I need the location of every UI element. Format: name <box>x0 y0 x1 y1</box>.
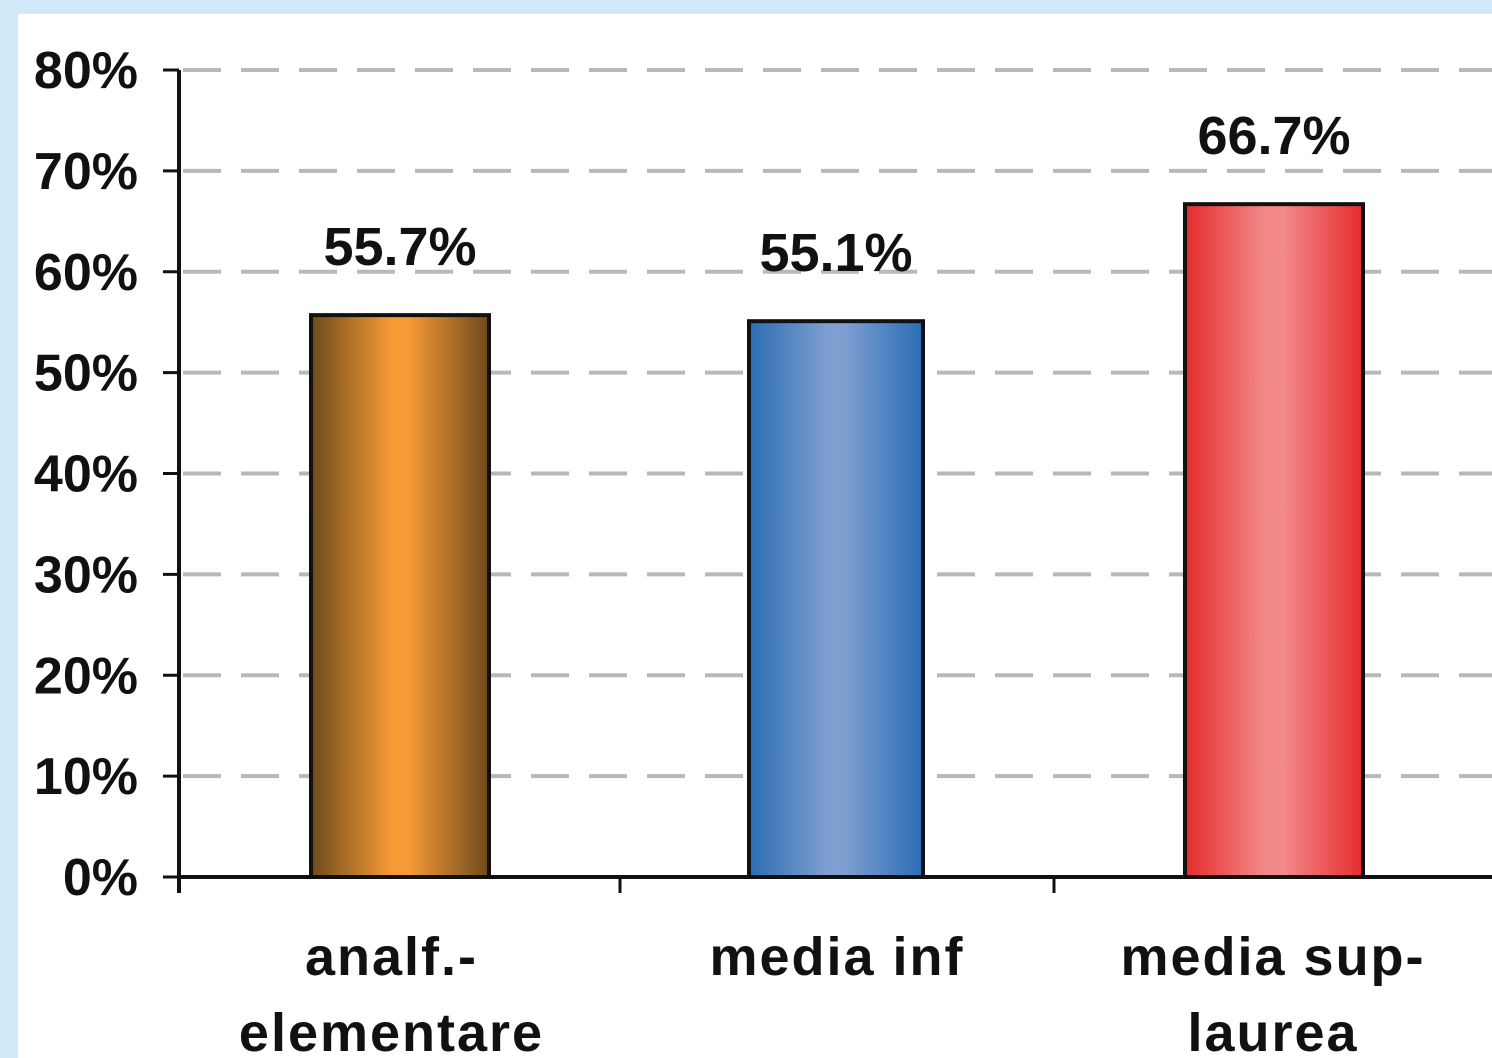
y-tick-label: 40% <box>34 446 138 504</box>
y-tick-label: 20% <box>34 647 138 705</box>
y-tick-label: 80% <box>34 42 138 100</box>
bars <box>309 202 1365 880</box>
y-tick-label: 50% <box>34 345 138 403</box>
data-label: 66.7% <box>1197 106 1350 166</box>
y-tick-label: 30% <box>34 546 138 604</box>
bar <box>747 319 925 879</box>
x-category-label: laurea <box>1187 1003 1358 1058</box>
data-label: 55.1% <box>759 223 912 283</box>
x-category-label: elementare <box>239 1003 544 1058</box>
y-tick-label: 60% <box>34 244 138 302</box>
y-tick-label: 10% <box>34 748 138 806</box>
axes <box>163 68 1492 893</box>
data-label: 55.7% <box>323 217 476 277</box>
x-category-label: media inf <box>709 927 964 987</box>
bar <box>309 313 491 880</box>
x-category-label: analf.- <box>305 927 478 987</box>
bar <box>1183 202 1365 879</box>
y-tick-label: 70% <box>34 143 138 201</box>
labels: 0% 10% 20% 30% 40% 50% 60% 70% 80% 55.7% analf.- el… <box>34 42 1425 1058</box>
x-category-label: media sup- <box>1120 927 1425 987</box>
y-tick-label: 0% <box>63 849 138 907</box>
